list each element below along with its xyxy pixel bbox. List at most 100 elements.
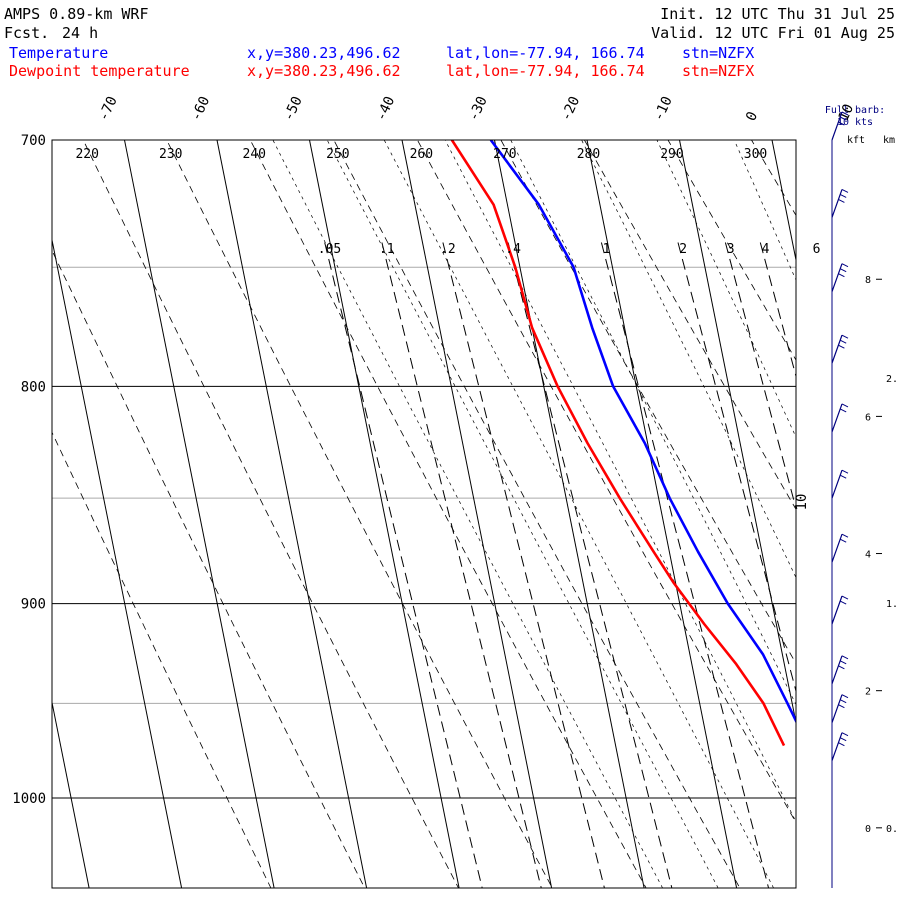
mixing-ratio-label: 3 bbox=[727, 242, 735, 257]
mixing-ratio-line bbox=[507, 242, 673, 888]
mixing-ratio-label: .2 bbox=[440, 242, 456, 257]
isotherm-line bbox=[216, 140, 368, 888]
wind-barb-staff bbox=[831, 533, 843, 563]
dry-adiabat-line bbox=[751, 140, 796, 217]
isotherm-line bbox=[401, 140, 553, 888]
mixing-ratio-line bbox=[600, 242, 770, 888]
pressure-tick-label: 700 bbox=[21, 133, 46, 149]
isotherm-line bbox=[679, 140, 796, 726]
wind-barb-feather bbox=[838, 742, 845, 747]
valid-time: Valid. 12 UTC Fri 01 Aug 25 bbox=[651, 24, 895, 42]
theta-label: 250 bbox=[326, 147, 349, 162]
wind-barb bbox=[831, 694, 849, 723]
wind-barb-feather bbox=[841, 655, 849, 660]
temperature-tick-label: -20 bbox=[558, 94, 583, 124]
kft-tick-label: 8 bbox=[865, 275, 871, 286]
temperature-tick-label: -40 bbox=[373, 94, 398, 124]
isotherm-10-label: 10 bbox=[794, 494, 810, 511]
legend-temperature-xy: x,y=380.23,496.62 bbox=[247, 44, 401, 62]
isotherm-line bbox=[124, 140, 275, 888]
theta-label: 290 bbox=[660, 147, 683, 162]
temperature-tick-label: -30 bbox=[466, 94, 491, 124]
wind-barb-staff bbox=[831, 334, 843, 364]
wind-barb-feather bbox=[839, 737, 847, 742]
isotherm-line bbox=[52, 699, 90, 888]
model-title: AMPS 0.89-km WRF bbox=[4, 5, 149, 23]
wind-barb-feather bbox=[839, 538, 847, 543]
legend-temperature-latlon: lat,lon=-77.94, 166.74 bbox=[446, 44, 645, 62]
dry-adiabat-line bbox=[500, 140, 796, 665]
init-time: Init. 12 UTC Thu 31 Jul 25 bbox=[660, 5, 895, 23]
theta-label: 300 bbox=[744, 147, 767, 162]
km-tick-label: 2. bbox=[886, 374, 898, 385]
moist-adiabat-line bbox=[444, 140, 796, 823]
mixing-ratio-line bbox=[324, 242, 483, 888]
isotherm-line bbox=[865, 140, 900, 888]
legend-dewpoint-stn: stn=NZFX bbox=[682, 62, 754, 80]
moist-adiabat-line bbox=[272, 140, 663, 888]
wind-barb-staff bbox=[831, 111, 843, 141]
wind-barb bbox=[831, 403, 849, 433]
wind-barb-feather bbox=[839, 268, 847, 273]
isotherm-line bbox=[309, 140, 460, 888]
mixing-ratio-line bbox=[381, 242, 542, 888]
temperature-tick-label: -70 bbox=[96, 94, 121, 124]
barb-note-line1: Full barb: bbox=[825, 105, 885, 116]
moist-adiabat-line bbox=[326, 140, 719, 888]
wind-barb bbox=[831, 595, 849, 625]
wind-barb-feather bbox=[839, 699, 847, 704]
km-axis-label: km bbox=[883, 135, 895, 146]
km-tick-label: 1. bbox=[886, 599, 898, 610]
mixing-ratio-label: .05 bbox=[318, 242, 341, 257]
theta-label: 270 bbox=[493, 147, 516, 162]
wind-barb-feather bbox=[838, 198, 845, 203]
plot-frame bbox=[51, 139, 797, 889]
dry-adiabat-line bbox=[249, 140, 647, 888]
wind-barb bbox=[831, 732, 849, 761]
moist-adiabat-line bbox=[510, 140, 796, 706]
kft-axis-label: kft bbox=[847, 135, 865, 146]
wind-barb-staff bbox=[831, 263, 843, 292]
mixing-ratio-line bbox=[759, 242, 796, 379]
mixing-ratio-line bbox=[811, 243, 900, 900]
mixing-ratio-line bbox=[442, 242, 605, 888]
isotherm-line bbox=[771, 140, 796, 263]
wind-barb-feather bbox=[841, 403, 849, 408]
moist-adiabat-line bbox=[383, 140, 774, 888]
mixing-ratio-line bbox=[724, 242, 796, 511]
pressure-tick-label: 800 bbox=[21, 379, 46, 395]
isotherm-line bbox=[494, 140, 645, 888]
isotherm-line bbox=[586, 140, 738, 888]
wind-barb-staff bbox=[831, 655, 843, 685]
mixing-ratio-label: 1 bbox=[603, 242, 611, 257]
wind-barb-feather bbox=[841, 334, 849, 339]
wind-barb-feather bbox=[841, 188, 849, 193]
dry-adiabat-line bbox=[82, 140, 459, 888]
temperature-tick-label: -10 bbox=[651, 94, 676, 124]
dry-adiabat-line bbox=[52, 431, 272, 888]
kft-tick-label: 4 bbox=[865, 550, 871, 561]
wind-barb-column: 0 2 4 6 8 0. 1. 2. bbox=[831, 111, 898, 888]
wind-barb-feather bbox=[838, 704, 845, 709]
km-tick-label: 0. bbox=[886, 824, 898, 835]
dry-adiabat-line bbox=[754, 3, 900, 900]
wind-barb-feather bbox=[838, 344, 845, 349]
mixing-ratio-label: .1 bbox=[379, 242, 395, 257]
sounding-profiles bbox=[450, 140, 796, 747]
forecast-label: Fcst. bbox=[4, 24, 49, 42]
legend-dewpoint-latlon: lat,lon=-77.94, 166.74 bbox=[446, 62, 645, 80]
theta-label: 280 bbox=[577, 147, 600, 162]
wind-barb-feather bbox=[839, 339, 847, 344]
wind-barb-feather bbox=[839, 600, 847, 605]
wind-barb-feather bbox=[841, 595, 849, 600]
wind-barb-staff bbox=[831, 732, 843, 761]
wind-barb-staff bbox=[831, 189, 843, 218]
wind-barb bbox=[831, 533, 849, 563]
barb-note-line2: 10 kts bbox=[837, 117, 873, 128]
mixing-ratio-label: 6 bbox=[813, 242, 821, 257]
wind-barb-feather bbox=[838, 665, 845, 670]
mixing-ratio-label: 4 bbox=[762, 242, 770, 257]
kft-tick-label: 0 bbox=[865, 824, 871, 835]
wind-barb bbox=[831, 111, 849, 141]
legend-temperature-stn: stn=NZFX bbox=[682, 44, 754, 62]
